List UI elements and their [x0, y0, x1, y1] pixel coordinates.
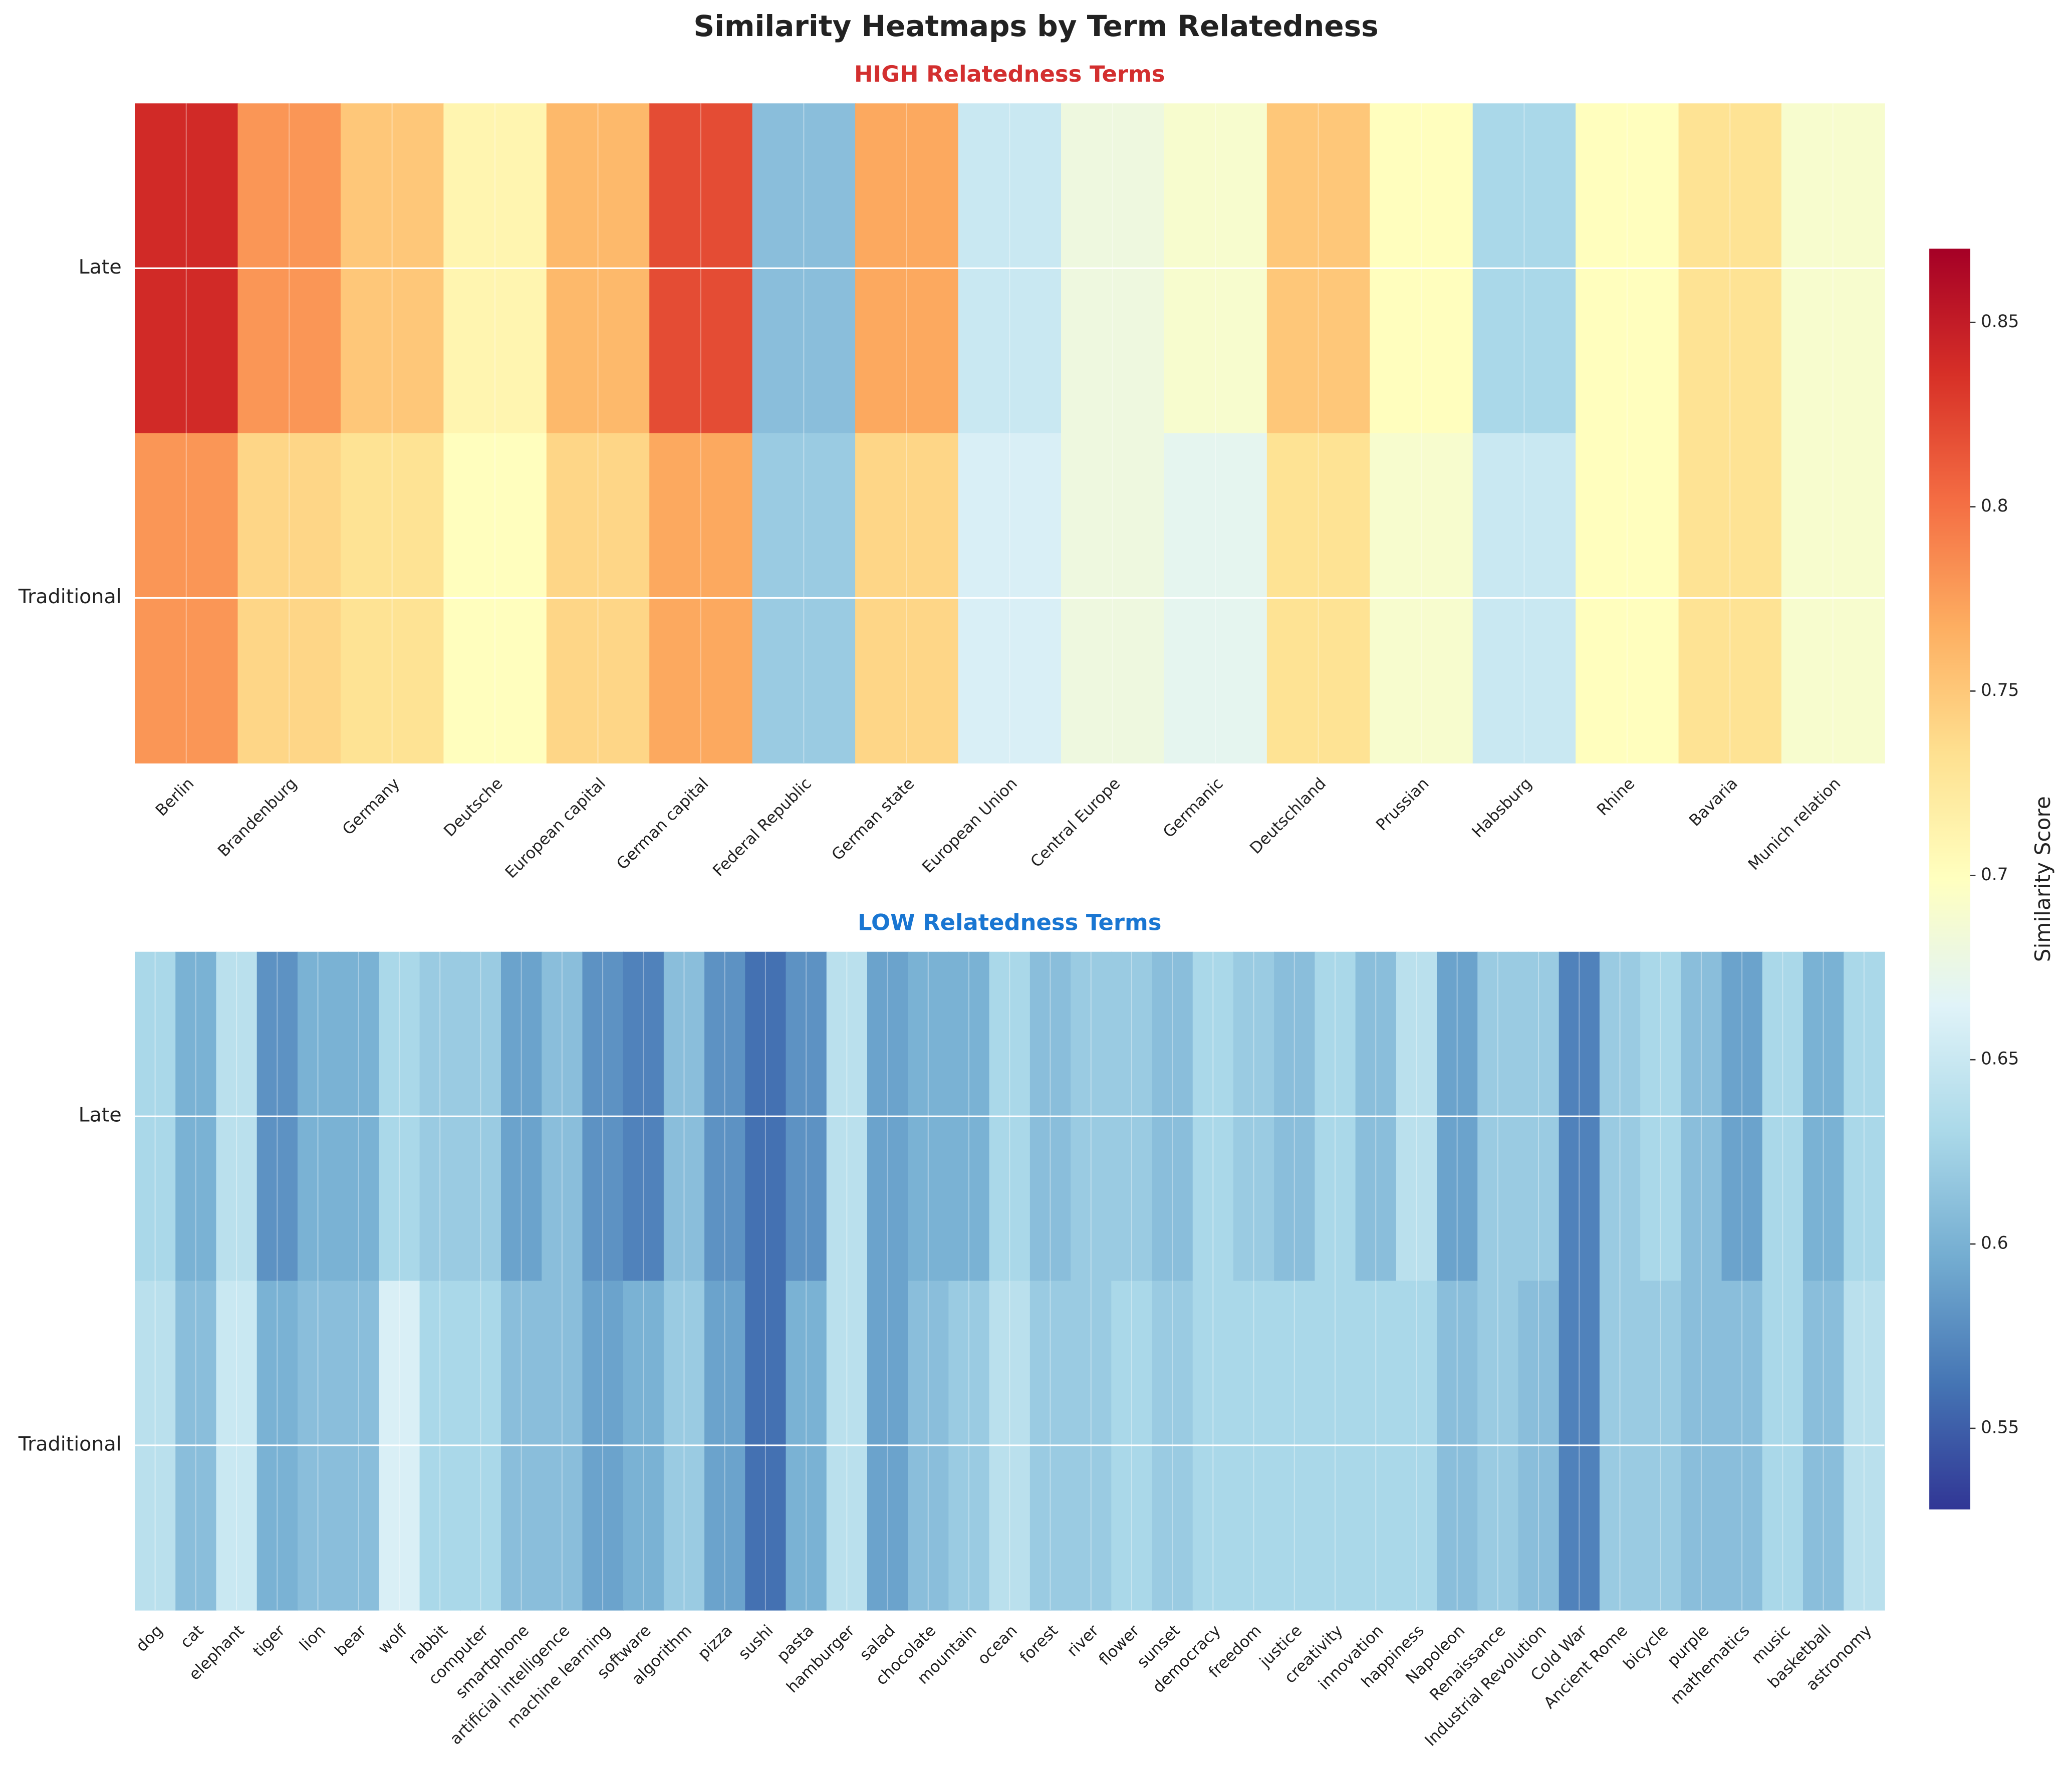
x-tick-label: Deutschland [1246, 775, 1330, 858]
x-tick-label: dog [133, 1622, 167, 1656]
x-tick-label: European Union [919, 775, 1021, 877]
y-tick-label: Traditional [18, 1432, 122, 1455]
y-tick-label: Late [79, 1104, 122, 1127]
colorbar-tick-label: 0.75 [1981, 680, 2019, 700]
colorbar-tick-label: 0.65 [1981, 1049, 2019, 1069]
x-tick-label: bicycle [1620, 1622, 1672, 1674]
chart-title: Similarity Heatmaps by Term Relatedness [693, 9, 1378, 43]
x-tick-label: ocean [974, 1622, 1021, 1668]
x-tick-label: cat [177, 1622, 207, 1652]
colorbar-tick-label: 0.6 [1981, 1233, 2008, 1253]
colorbar-tick-label: 0.8 [1981, 496, 2008, 516]
x-tick-label: pizza [694, 1622, 736, 1663]
colorbar-tick-label: 0.55 [1981, 1418, 2019, 1438]
x-tick-label: lion [296, 1622, 329, 1655]
x-tick-label: Rhine [1594, 775, 1638, 819]
subplot-title: LOW Relatedness Terms [858, 909, 1161, 935]
x-tick-label: German state [829, 775, 918, 864]
x-tick-label: wolf [375, 1621, 411, 1657]
x-tick-label: Prussian [1373, 775, 1432, 834]
x-tick-label: Brandenburg [214, 775, 300, 860]
y-tick-label: Traditional [18, 585, 122, 608]
x-tick-label: Central Europe [1027, 775, 1124, 871]
x-tick-label: Berlin [152, 775, 197, 820]
x-tick-label: Germanic [1160, 775, 1227, 842]
colorbar-tick-label: 0.85 [1981, 312, 2019, 332]
x-tick-label: sushi [735, 1622, 776, 1663]
x-tick-label: Federal Republic [709, 775, 815, 880]
colorbar [1929, 248, 1970, 1509]
x-tick-label: bear [332, 1621, 370, 1660]
x-tick-label: Habsburg [1469, 775, 1535, 841]
y-tick-label: Late [79, 256, 122, 279]
colorbar-label: Similarity Score [2030, 796, 2055, 962]
x-tick-label: Germany [339, 775, 403, 839]
x-tick-label: Munich relation [1745, 775, 1844, 874]
colorbar-tick-label: 0.7 [1981, 865, 2008, 885]
x-tick-label: European capital [502, 775, 609, 882]
x-tick-label: flower [1096, 1621, 1143, 1669]
x-tick-label: forest [1016, 1622, 1062, 1667]
x-tick-label: German capital [613, 775, 712, 873]
subplot-title: HIGH Relatedness Terms [854, 61, 1165, 87]
x-tick-label: Deutsche [440, 775, 506, 840]
x-tick-label: tiger [249, 1621, 289, 1660]
x-tick-label: Bavaria [1686, 775, 1741, 830]
